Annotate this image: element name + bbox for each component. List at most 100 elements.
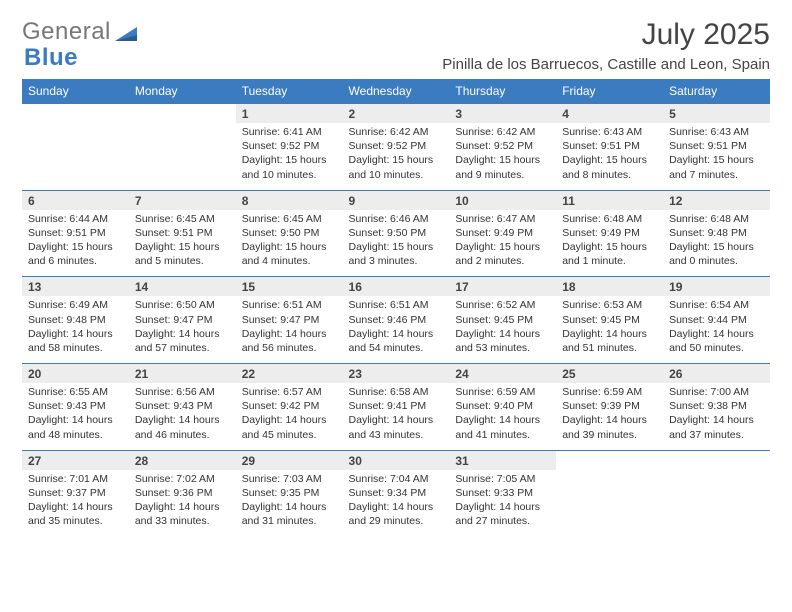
sunset-text: Sunset: 9:48 PM [28, 313, 123, 327]
sunset-text: Sunset: 9:33 PM [455, 486, 550, 500]
sunrise-text: Sunrise: 6:54 AM [669, 298, 764, 312]
daylight-text-1: Daylight: 15 hours [242, 153, 337, 167]
day-detail-cell: Sunrise: 6:42 AMSunset: 9:52 PMDaylight:… [449, 123, 556, 190]
week-daynum-row: 6789101112 [22, 190, 770, 210]
daylight-text-1: Daylight: 14 hours [562, 413, 657, 427]
day-detail-cell: Sunrise: 6:53 AMSunset: 9:45 PMDaylight:… [556, 296, 663, 363]
day-detail-cell: Sunrise: 6:49 AMSunset: 9:48 PMDaylight:… [22, 296, 129, 363]
sunset-text: Sunset: 9:49 PM [562, 226, 657, 240]
daylight-text-1: Daylight: 14 hours [562, 327, 657, 341]
day-number-cell: 17 [449, 277, 556, 297]
sunrise-text: Sunrise: 6:51 AM [349, 298, 444, 312]
sunrise-text: Sunrise: 6:56 AM [135, 385, 230, 399]
daylight-text-2: and 41 minutes. [455, 428, 550, 442]
sunset-text: Sunset: 9:45 PM [455, 313, 550, 327]
sunrise-text: Sunrise: 6:45 AM [242, 212, 337, 226]
day-number-cell: 14 [129, 277, 236, 297]
day-detail-cell: Sunrise: 6:42 AMSunset: 9:52 PMDaylight:… [343, 123, 450, 190]
col-tuesday: Tuesday [236, 79, 343, 104]
day-number-cell: 18 [556, 277, 663, 297]
week-daynum-row: 20212223242526 [22, 364, 770, 384]
daylight-text-1: Daylight: 15 hours [669, 153, 764, 167]
sunset-text: Sunset: 9:50 PM [242, 226, 337, 240]
day-detail-cell: Sunrise: 6:47 AMSunset: 9:49 PMDaylight:… [449, 210, 556, 277]
col-wednesday: Wednesday [343, 79, 450, 104]
day-number-cell: 19 [663, 277, 770, 297]
day-detail-cell: Sunrise: 7:00 AMSunset: 9:38 PMDaylight:… [663, 383, 770, 450]
sunset-text: Sunset: 9:44 PM [669, 313, 764, 327]
day-detail-cell: Sunrise: 6:54 AMSunset: 9:44 PMDaylight:… [663, 296, 770, 363]
day-detail-cell [663, 470, 770, 537]
day-number-cell: 20 [22, 364, 129, 384]
sunrise-text: Sunrise: 7:00 AM [669, 385, 764, 399]
day-number-cell: 3 [449, 104, 556, 124]
daylight-text-2: and 9 minutes. [455, 168, 550, 182]
day-detail-cell: Sunrise: 6:46 AMSunset: 9:50 PMDaylight:… [343, 210, 450, 277]
day-detail-cell: Sunrise: 6:59 AMSunset: 9:40 PMDaylight:… [449, 383, 556, 450]
daylight-text-1: Daylight: 14 hours [669, 327, 764, 341]
day-detail-cell [22, 123, 129, 190]
day-detail-cell: Sunrise: 7:01 AMSunset: 9:37 PMDaylight:… [22, 470, 129, 537]
sunrise-text: Sunrise: 6:58 AM [349, 385, 444, 399]
daylight-text-1: Daylight: 14 hours [349, 413, 444, 427]
daylight-text-2: and 56 minutes. [242, 341, 337, 355]
sunrise-text: Sunrise: 6:45 AM [135, 212, 230, 226]
daylight-text-1: Daylight: 14 hours [349, 327, 444, 341]
sunrise-text: Sunrise: 6:49 AM [28, 298, 123, 312]
col-saturday: Saturday [663, 79, 770, 104]
day-number-cell: 31 [449, 450, 556, 470]
daylight-text-2: and 58 minutes. [28, 341, 123, 355]
daylight-text-2: and 3 minutes. [349, 254, 444, 268]
day-detail-cell: Sunrise: 6:45 AMSunset: 9:50 PMDaylight:… [236, 210, 343, 277]
day-number-cell: 1 [236, 104, 343, 124]
sunrise-text: Sunrise: 6:53 AM [562, 298, 657, 312]
daylight-text-2: and 4 minutes. [242, 254, 337, 268]
daylight-text-2: and 54 minutes. [349, 341, 444, 355]
sunset-text: Sunset: 9:37 PM [28, 486, 123, 500]
sunset-text: Sunset: 9:47 PM [135, 313, 230, 327]
day-number-cell: 4 [556, 104, 663, 124]
day-number-cell: 2 [343, 104, 450, 124]
daylight-text-2: and 6 minutes. [28, 254, 123, 268]
daylight-text-1: Daylight: 14 hours [455, 413, 550, 427]
daylight-text-1: Daylight: 15 hours [349, 240, 444, 254]
daylight-text-2: and 27 minutes. [455, 514, 550, 528]
daylight-text-1: Daylight: 14 hours [455, 327, 550, 341]
daylight-text-1: Daylight: 15 hours [455, 240, 550, 254]
day-detail-cell: Sunrise: 7:04 AMSunset: 9:34 PMDaylight:… [343, 470, 450, 537]
daylight-text-2: and 31 minutes. [242, 514, 337, 528]
sunset-text: Sunset: 9:39 PM [562, 399, 657, 413]
sunset-text: Sunset: 9:45 PM [562, 313, 657, 327]
day-number-cell: 7 [129, 190, 236, 210]
sunrise-text: Sunrise: 6:50 AM [135, 298, 230, 312]
sunset-text: Sunset: 9:43 PM [135, 399, 230, 413]
sunset-text: Sunset: 9:36 PM [135, 486, 230, 500]
daylight-text-1: Daylight: 15 hours [28, 240, 123, 254]
header: General July 2025 Pinilla de los Barruec… [22, 18, 770, 73]
daylight-text-2: and 10 minutes. [242, 168, 337, 182]
daylight-text-1: Daylight: 14 hours [28, 500, 123, 514]
day-detail-cell: Sunrise: 6:51 AMSunset: 9:46 PMDaylight:… [343, 296, 450, 363]
sunset-text: Sunset: 9:51 PM [135, 226, 230, 240]
day-detail-cell: Sunrise: 6:44 AMSunset: 9:51 PMDaylight:… [22, 210, 129, 277]
day-detail-cell: Sunrise: 7:02 AMSunset: 9:36 PMDaylight:… [129, 470, 236, 537]
week-details-row: Sunrise: 6:49 AMSunset: 9:48 PM Daylight:… [22, 296, 770, 363]
day-detail-cell: Sunrise: 6:51 AMSunset: 9:47 PMDaylight:… [236, 296, 343, 363]
day-number-cell [22, 104, 129, 124]
day-number-cell: 22 [236, 364, 343, 384]
daylight-text-1: Daylight: 15 hours [349, 153, 444, 167]
sunrise-text: Sunrise: 6:48 AM [669, 212, 764, 226]
day-detail-cell [129, 123, 236, 190]
day-number-cell [663, 450, 770, 470]
daylight-text-2: and 33 minutes. [135, 514, 230, 528]
day-number-cell: 8 [236, 190, 343, 210]
daylight-text-2: and 7 minutes. [669, 168, 764, 182]
sunrise-text: Sunrise: 6:44 AM [28, 212, 123, 226]
day-number-cell: 25 [556, 364, 663, 384]
daylight-text-2: and 29 minutes. [349, 514, 444, 528]
day-detail-cell: Sunrise: 6:48 AMSunset: 9:49 PMDaylight:… [556, 210, 663, 277]
month-title: July 2025 [442, 18, 770, 52]
sunrise-text: Sunrise: 6:52 AM [455, 298, 550, 312]
day-number-cell: 13 [22, 277, 129, 297]
sunrise-text: Sunrise: 6:48 AM [562, 212, 657, 226]
